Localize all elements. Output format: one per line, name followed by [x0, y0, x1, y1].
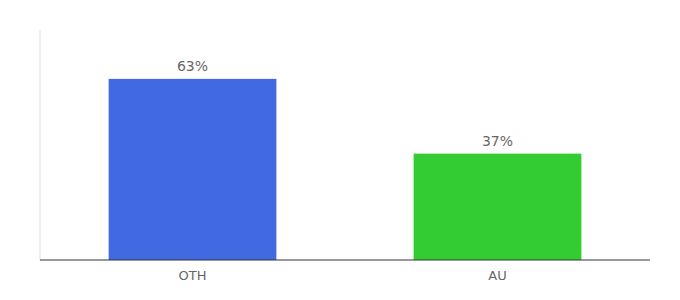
x-tick-label: AU — [488, 268, 506, 283]
chart-container: OTH AU 63% 37% — [0, 0, 680, 300]
x-tick-label: OTH — [179, 268, 207, 283]
y-axis-line — [40, 30, 41, 260]
data-label: 63% — [177, 58, 208, 74]
bars — [109, 79, 582, 260]
x-axis-line — [40, 260, 650, 261]
bar — [414, 154, 582, 260]
chart-svg: OTH AU 63% 37% — [0, 0, 680, 300]
bar — [109, 79, 277, 260]
data-label: 37% — [482, 133, 513, 149]
